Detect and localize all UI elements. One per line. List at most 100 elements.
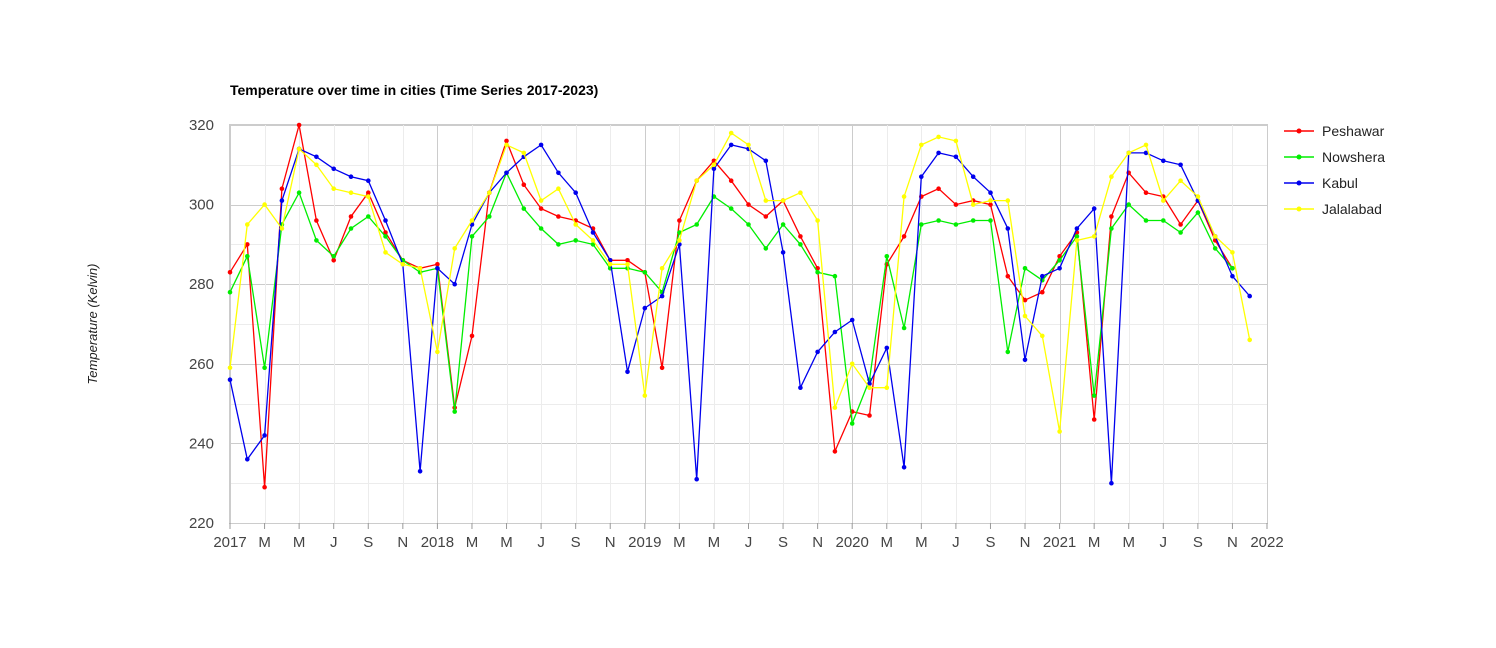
x-tick-label: 2019 xyxy=(628,534,661,551)
data-point xyxy=(884,253,890,259)
data-point xyxy=(590,238,596,243)
x-tick-label: 2021 xyxy=(1043,534,1076,551)
data-point xyxy=(452,246,458,251)
x-tick-label: N xyxy=(605,534,616,551)
data-point xyxy=(1091,234,1097,239)
data-point xyxy=(504,142,509,148)
data-point xyxy=(1126,150,1131,156)
series-kabul xyxy=(227,142,1252,486)
data-point xyxy=(262,433,267,438)
data-point xyxy=(400,262,406,267)
data-point xyxy=(1074,238,1080,243)
x-tick-label: N xyxy=(1227,534,1238,551)
y-tick-label: 220 xyxy=(189,515,214,532)
data-point xyxy=(383,218,388,223)
data-point xyxy=(867,381,872,387)
data-point xyxy=(936,150,941,156)
data-point xyxy=(970,202,976,207)
x-tick-label: J xyxy=(745,534,753,551)
y-tick-label: 280 xyxy=(189,276,214,293)
data-point xyxy=(1195,210,1201,215)
data-point xyxy=(936,186,941,191)
data-point xyxy=(832,449,838,454)
legend-label: Nowshera xyxy=(1322,149,1385,165)
data-point xyxy=(521,150,527,156)
data-point xyxy=(659,365,665,371)
data-point xyxy=(884,385,890,391)
data-point xyxy=(832,405,838,410)
data-point xyxy=(694,476,699,482)
data-point xyxy=(1074,234,1080,239)
data-point xyxy=(728,142,734,148)
data-point xyxy=(1247,293,1252,299)
data-point xyxy=(970,174,976,179)
x-tick-label: N xyxy=(1020,534,1031,551)
data-point xyxy=(1178,230,1183,235)
data-point xyxy=(919,174,924,179)
data-point xyxy=(1057,429,1062,434)
legend-item-kabul[interactable]: Kabul xyxy=(1284,175,1358,191)
x-tick-label: 2018 xyxy=(421,534,454,551)
data-point xyxy=(348,174,354,179)
data-point xyxy=(556,214,561,219)
legend-item-jalalabad[interactable]: Jalalabad xyxy=(1284,201,1382,217)
legend-item-nowshera[interactable]: Nowshera xyxy=(1284,149,1385,165)
data-point xyxy=(279,226,285,231)
data-point xyxy=(953,154,959,160)
data-point xyxy=(1178,222,1183,227)
data-point xyxy=(1074,226,1080,231)
data-point xyxy=(988,202,993,207)
legend-item-peshawar[interactable]: Peshawar xyxy=(1284,123,1385,139)
y-tick-label: 320 xyxy=(189,117,214,134)
x-tick-label: 2020 xyxy=(836,534,869,551)
data-point xyxy=(366,194,371,199)
grid xyxy=(230,125,1268,524)
data-point xyxy=(970,218,976,223)
data-point xyxy=(798,190,803,195)
data-point xyxy=(469,234,475,239)
data-point xyxy=(919,222,924,227)
data-point xyxy=(1109,226,1114,231)
x-tick-label: J xyxy=(952,534,960,551)
data-point xyxy=(1005,226,1011,231)
legend-label: Kabul xyxy=(1322,175,1358,191)
data-point xyxy=(245,457,250,462)
data-point xyxy=(1143,142,1149,148)
data-point xyxy=(538,142,544,148)
data-point xyxy=(383,230,388,235)
data-point xyxy=(331,186,337,191)
data-point xyxy=(279,198,285,203)
data-point xyxy=(780,198,786,203)
legend-marker xyxy=(1296,206,1302,212)
data-point xyxy=(452,409,458,414)
data-point xyxy=(435,349,440,355)
data-point xyxy=(642,270,648,275)
data-point xyxy=(625,262,630,267)
y-tick-label: 240 xyxy=(189,435,214,452)
data-point xyxy=(625,258,630,263)
data-point xyxy=(435,266,440,271)
data-point xyxy=(348,190,354,195)
data-point xyxy=(711,166,717,172)
data-point xyxy=(1143,150,1149,156)
data-point xyxy=(1040,289,1045,295)
y-tick-label: 260 xyxy=(189,356,214,373)
data-point xyxy=(504,170,509,176)
data-point xyxy=(1057,253,1062,259)
data-point xyxy=(590,242,596,247)
series-group xyxy=(227,122,1252,490)
data-point xyxy=(625,369,630,375)
data-point xyxy=(348,226,354,231)
x-tick-label: M xyxy=(258,534,271,551)
data-point xyxy=(227,377,233,383)
data-point xyxy=(469,333,475,339)
data-point xyxy=(227,289,233,295)
x-tick-label: S xyxy=(985,534,995,551)
data-point xyxy=(849,421,855,426)
data-point xyxy=(227,270,233,275)
data-point xyxy=(728,178,734,183)
data-point xyxy=(487,214,492,219)
data-point xyxy=(1005,349,1011,355)
axes: 220 240 260 280 300 320 2017 M M J S N 2018 M M J S N 2019… xyxy=(189,117,1284,551)
